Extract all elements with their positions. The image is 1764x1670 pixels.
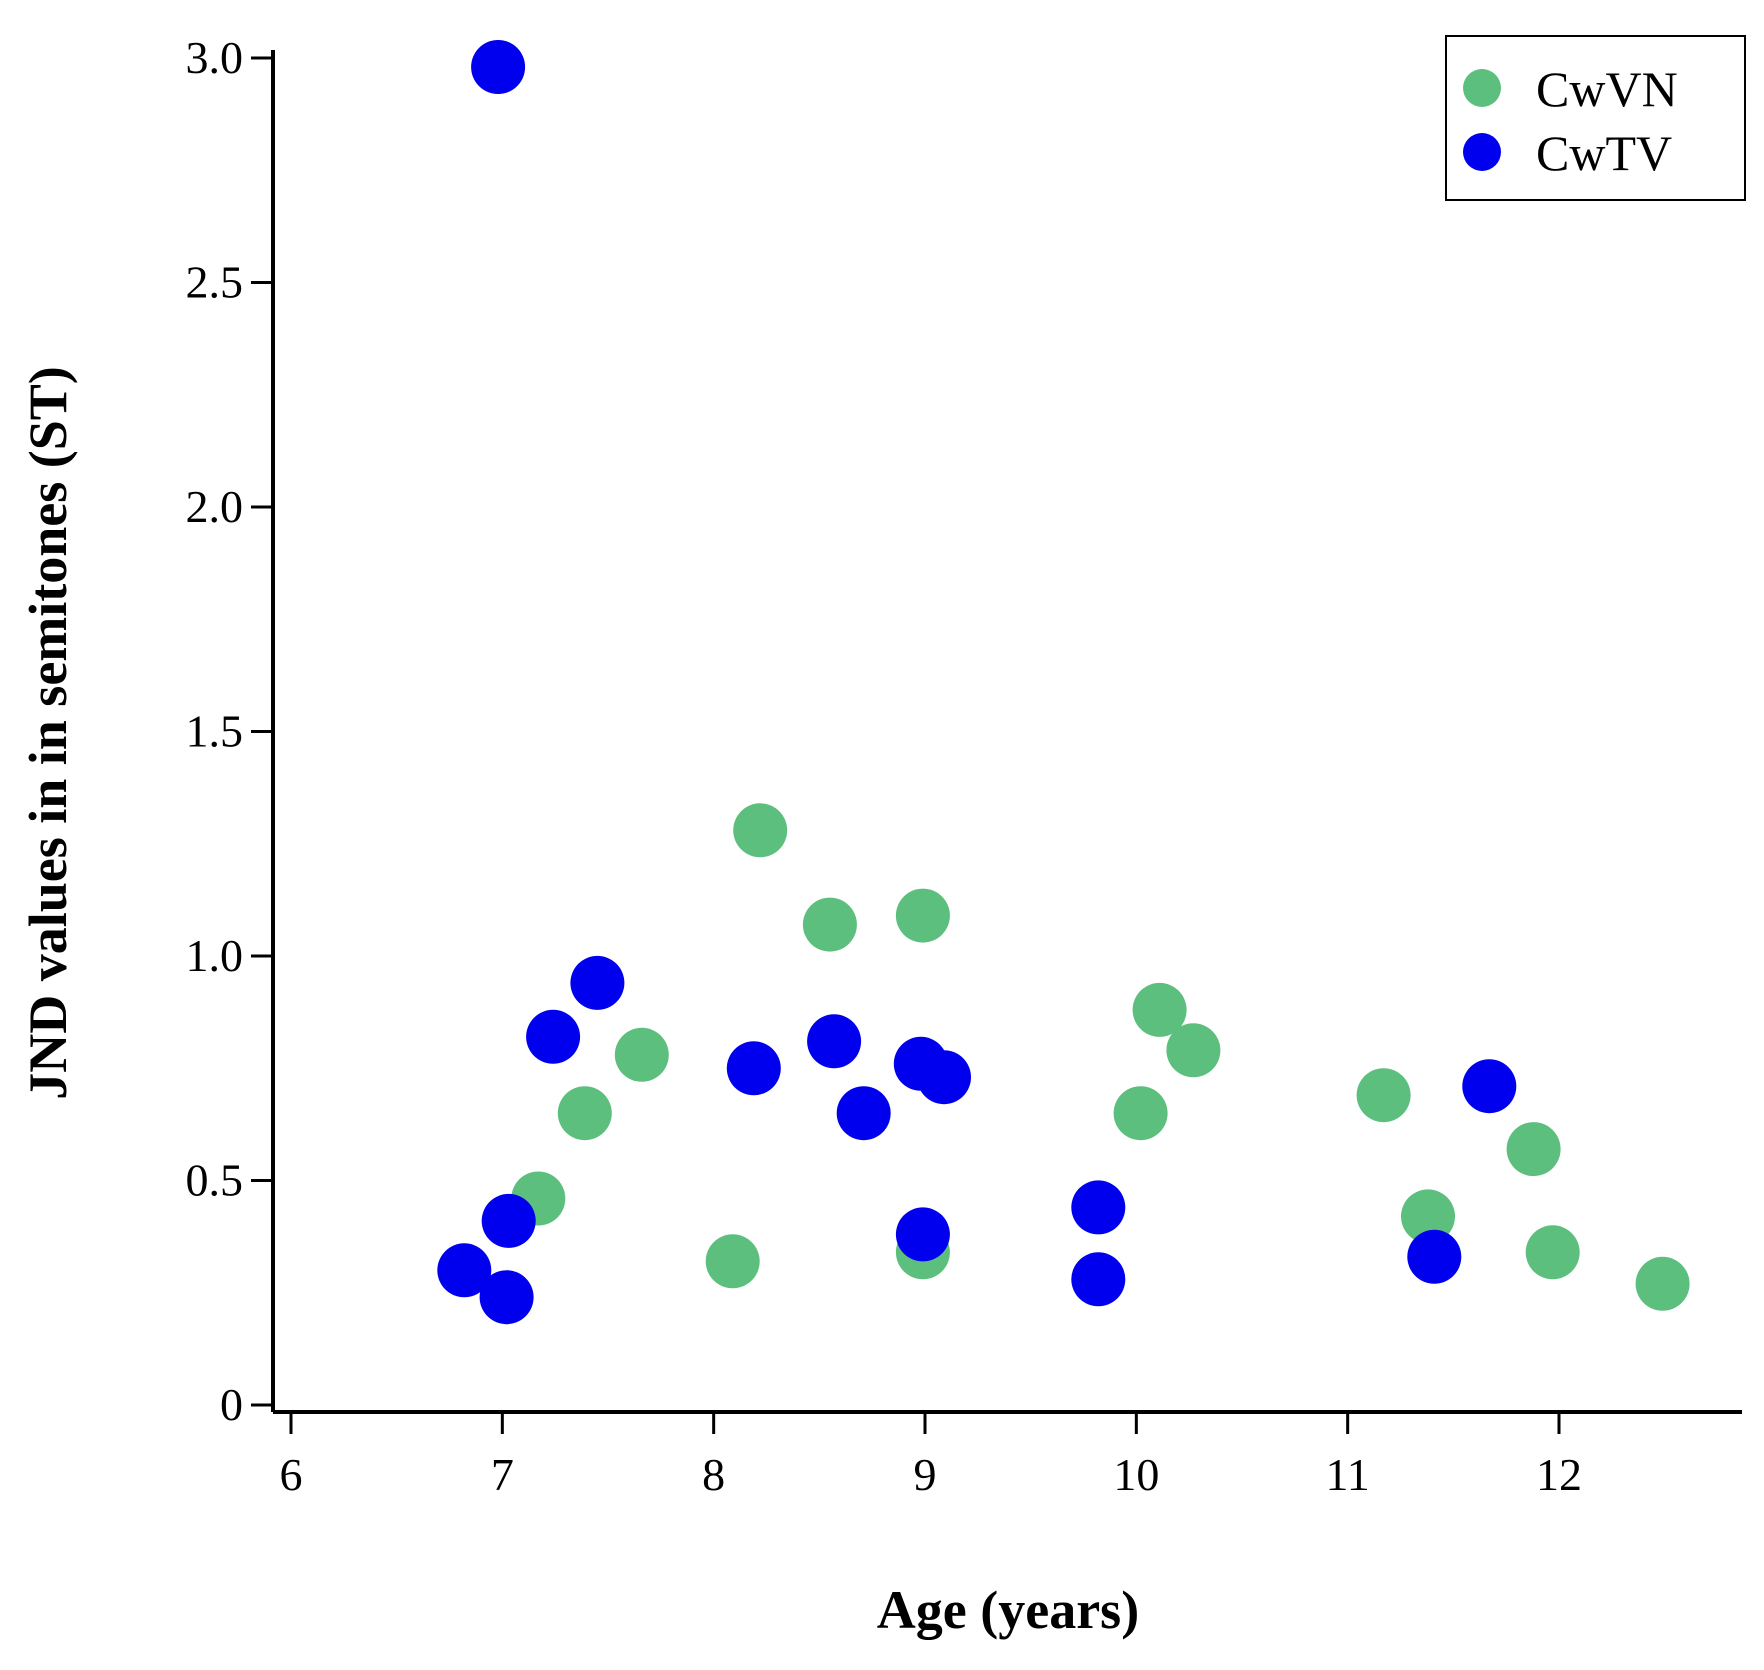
point-cwvn-1	[557, 1086, 612, 1141]
y-tick-label: 2.0	[186, 481, 244, 532]
point-cwvn-3	[705, 1234, 760, 1289]
x-tick-label: 9	[914, 1449, 937, 1500]
x-tick-label: 7	[491, 1449, 514, 1500]
legend-marker-cwtv	[1463, 133, 1501, 171]
point-cwvn-11	[1356, 1068, 1411, 1123]
x-tick-label: 11	[1326, 1449, 1370, 1500]
y-axis-title: JND values in in semitones (ST)	[18, 366, 78, 1100]
point-cwtv-7	[807, 1014, 862, 1069]
legend: CwVN CwTV	[1445, 35, 1746, 201]
point-cwtv-14	[1407, 1229, 1462, 1284]
point-cwtv-15	[1462, 1059, 1517, 1114]
point-cwtv-1	[437, 1243, 492, 1298]
point-cwvn-8	[1113, 1086, 1168, 1141]
legend-label-cwvn: CwVN	[1536, 61, 1678, 117]
y-tick-label: 1.0	[186, 930, 244, 981]
point-cwtv-3	[479, 1270, 534, 1325]
x-tick-label: 8	[702, 1449, 725, 1500]
point-cwtv-0	[471, 40, 526, 94]
point-cwtv-2	[481, 1193, 536, 1248]
point-cwvn-10	[1166, 1023, 1221, 1078]
y-tick-label: 3.0	[186, 32, 244, 83]
x-tick-label: 6	[280, 1449, 303, 1500]
point-cwtv-4	[526, 1009, 581, 1064]
point-cwvn-15	[1635, 1256, 1690, 1311]
x-tick-label: 12	[1536, 1449, 1582, 1500]
point-cwvn-4	[733, 803, 788, 858]
legend-box	[1445, 35, 1746, 201]
point-cwvn-9	[1132, 982, 1187, 1037]
legend-marker-cwvn	[1463, 69, 1501, 107]
point-cwtv-5	[570, 955, 625, 1010]
point-cwvn-12	[1401, 1189, 1455, 1244]
plot-points	[437, 40, 1690, 1325]
point-cwtv-11	[895, 1207, 950, 1262]
legend-label-cwtv: CwTV	[1536, 125, 1672, 181]
point-cwtv-10	[917, 1050, 971, 1105]
y-tick-label: 2.5	[186, 257, 244, 308]
point-cwvn-2	[614, 1027, 669, 1082]
y-ticks: 0 0.5 1.0 1.5 2.0 2.5 3.0	[186, 32, 273, 1430]
x-ticks: 6 7 8 9 10 11 12	[280, 1412, 1582, 1500]
y-tick-label: 0	[220, 1379, 243, 1430]
point-cwvn-13	[1506, 1122, 1561, 1177]
x-tick-label: 10	[1113, 1449, 1159, 1500]
x-axis-title: Age (years)	[877, 1580, 1139, 1640]
point-cwtv-6	[726, 1041, 781, 1096]
point-cwtv-13	[1071, 1252, 1126, 1307]
point-cwvn-5	[802, 897, 857, 952]
point-cwvn-6	[895, 888, 950, 943]
y-tick-label: 0.5	[186, 1155, 244, 1206]
point-cwtv-12	[1071, 1180, 1126, 1235]
point-cwtv-8	[836, 1086, 891, 1141]
point-cwvn-14	[1525, 1225, 1580, 1280]
y-tick-label: 1.5	[186, 706, 244, 757]
